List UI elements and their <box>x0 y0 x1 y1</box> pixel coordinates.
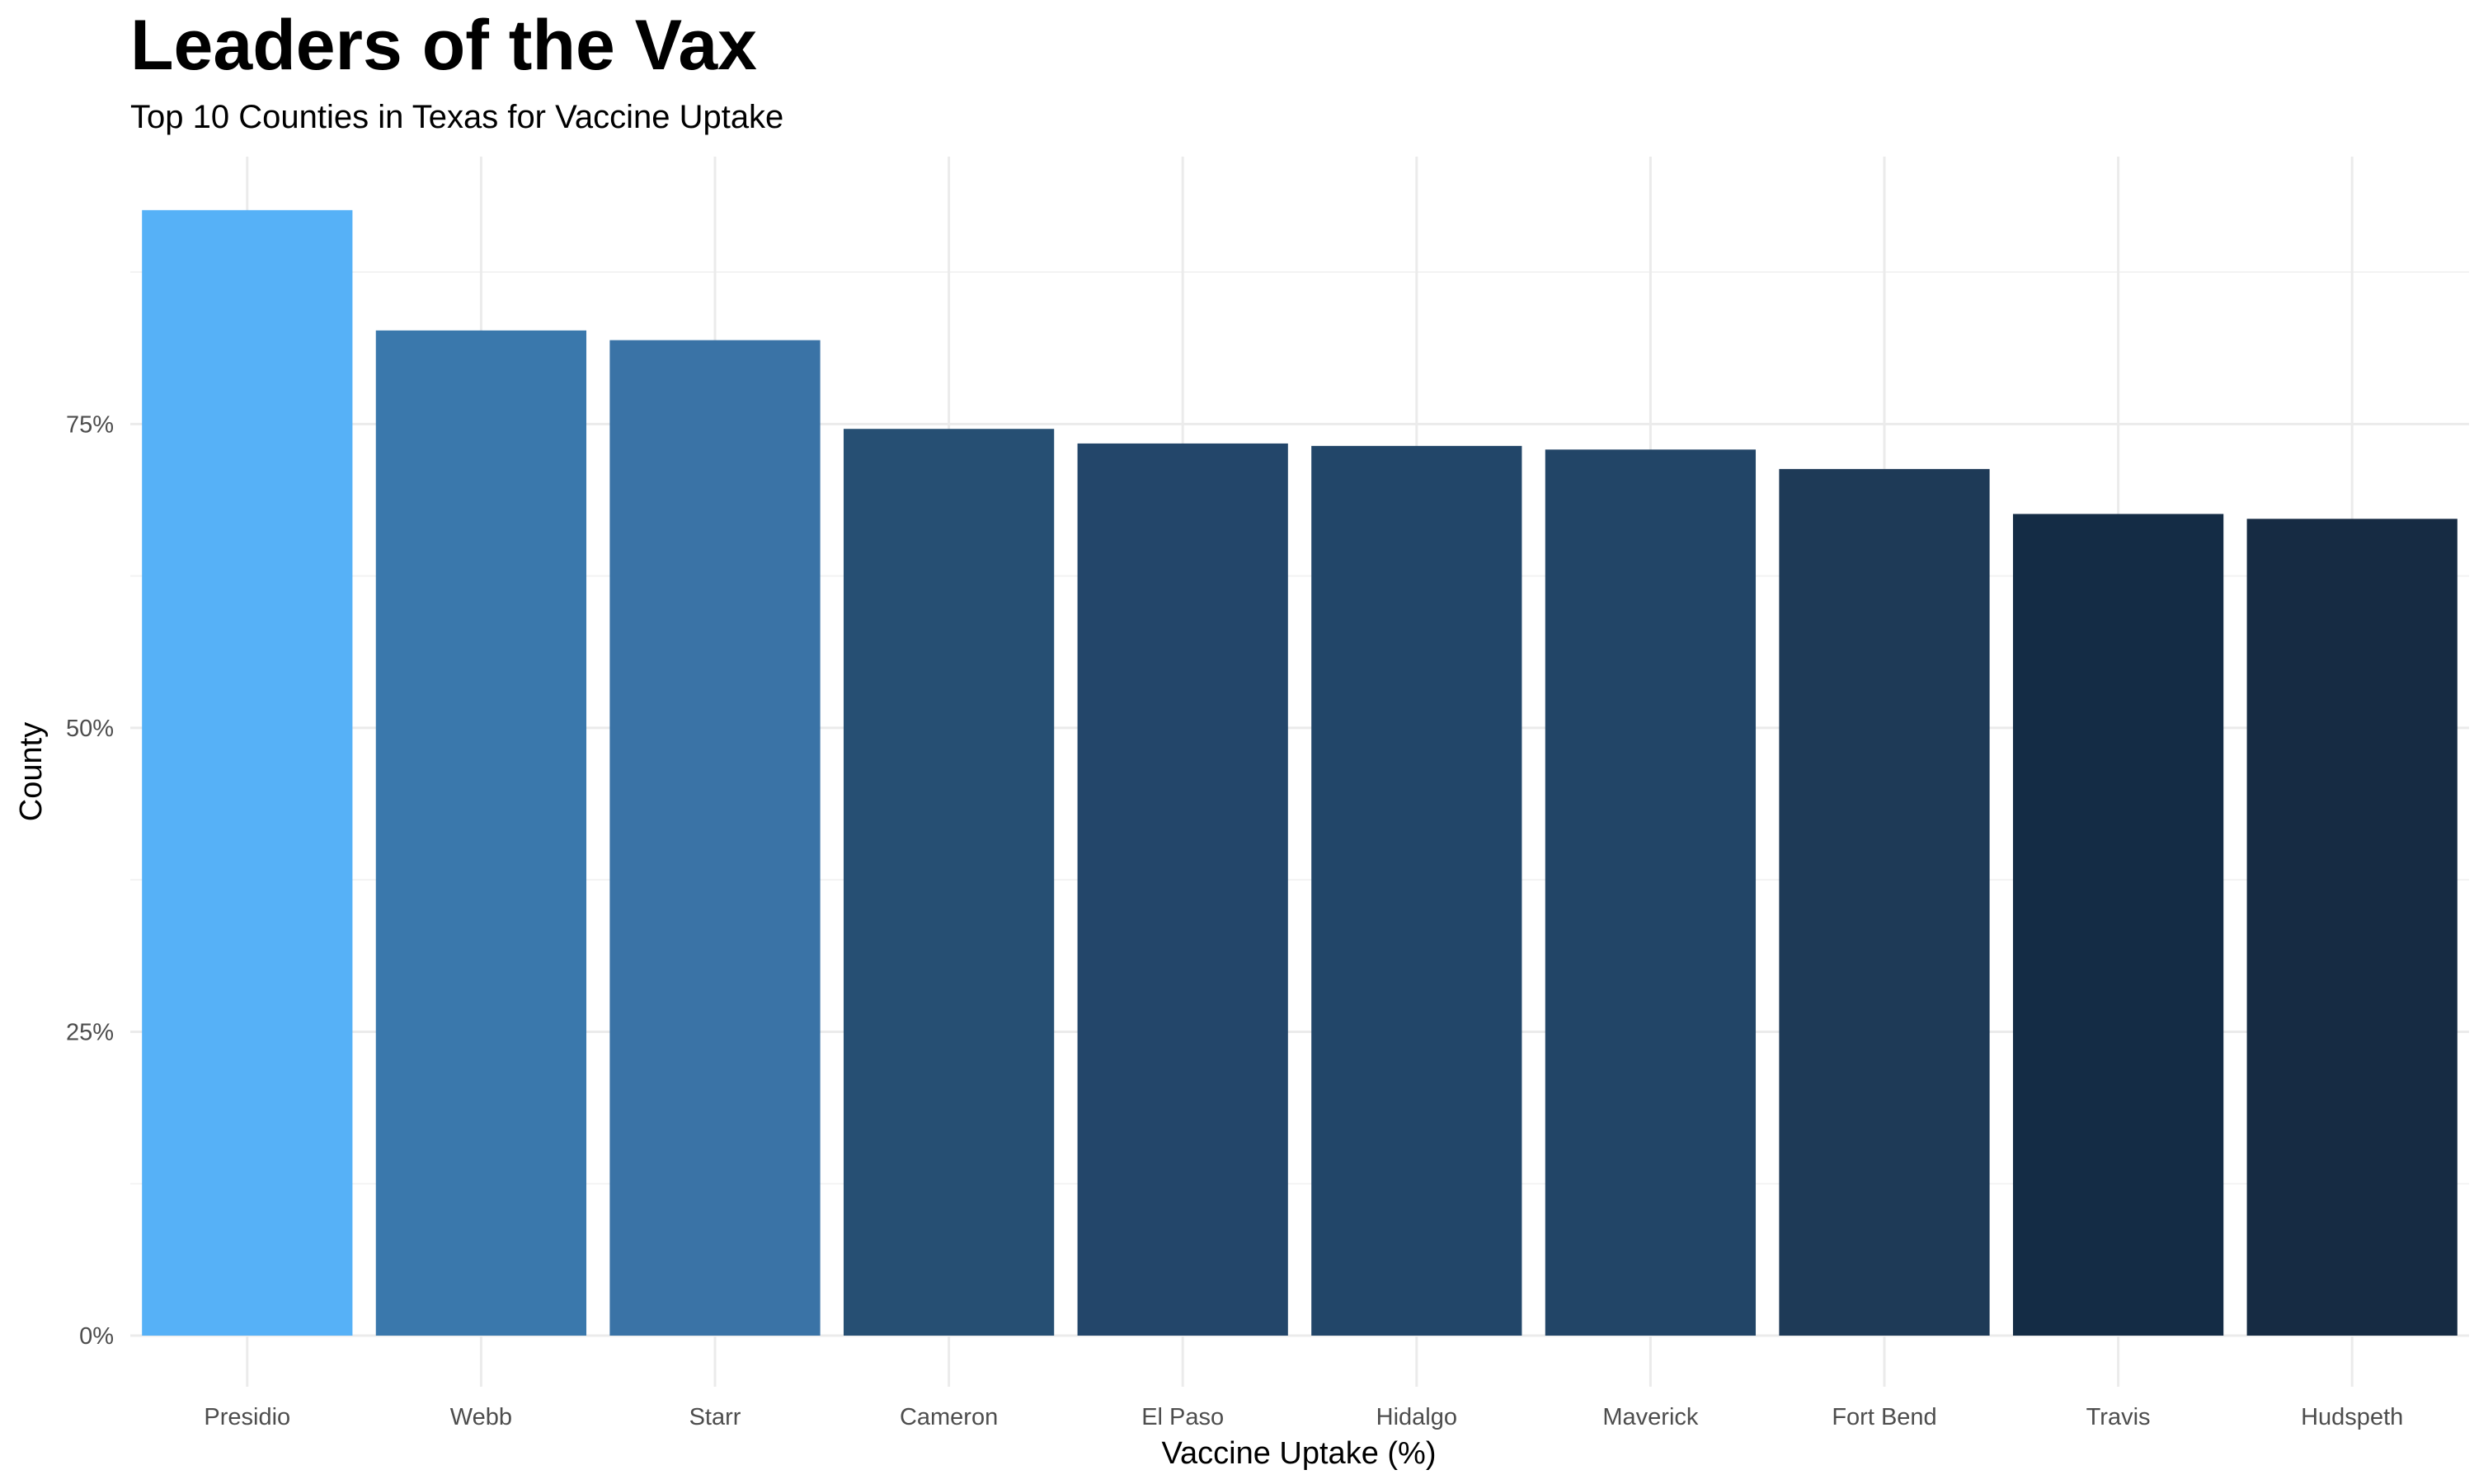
x-tick-label: Presidio <box>204 1404 290 1430</box>
x-tick-label: Maverick <box>1602 1404 1699 1430</box>
x-tick-label: Starr <box>689 1404 741 1430</box>
bar-travis <box>2012 514 2224 1336</box>
bar-cameron <box>843 429 1055 1336</box>
bar-presidio <box>142 209 353 1336</box>
y-tick-label: 50% <box>66 716 114 742</box>
x-tick-label: Fort Bend <box>1832 1404 1936 1430</box>
x-tick-label: Travis <box>2086 1404 2151 1430</box>
y-tick-label: 25% <box>66 1019 114 1045</box>
chart-title: Leaders of the Vax <box>130 6 757 85</box>
bar-el-paso <box>1077 443 1288 1336</box>
y-tick-label: 0% <box>79 1323 114 1350</box>
x-tick-label: Hudspeth <box>2301 1404 2403 1430</box>
bars <box>142 209 2458 1336</box>
bar-starr <box>609 340 821 1336</box>
x-tick-label: Cameron <box>900 1404 998 1430</box>
x-tick-label: El Paso <box>1141 1404 1224 1430</box>
y-axis-title: County <box>14 722 49 821</box>
x-tick-label: Webb <box>450 1404 512 1430</box>
x-axis-title: Vaccine Uptake (%) <box>1162 1436 1437 1471</box>
y-tick-label: 75% <box>66 411 114 438</box>
x-tick-labels: Presidio Webb Starr Cameron El Paso Hidalgo Ma… <box>204 1404 2403 1430</box>
chart-subtitle: Top 10 Counties in Texas for Vaccine Upt… <box>130 99 784 135</box>
bar-hudspeth <box>2246 519 2458 1336</box>
x-tick-label: Hidalgo <box>1376 1404 1457 1430</box>
y-tick-labels: 0% 25% 50% 75% <box>66 411 114 1350</box>
bar-fort-bend <box>1779 468 1990 1336</box>
bar-hidalgo <box>1311 445 1522 1336</box>
bar-webb <box>375 330 587 1336</box>
bar-maverick <box>1545 449 1757 1336</box>
